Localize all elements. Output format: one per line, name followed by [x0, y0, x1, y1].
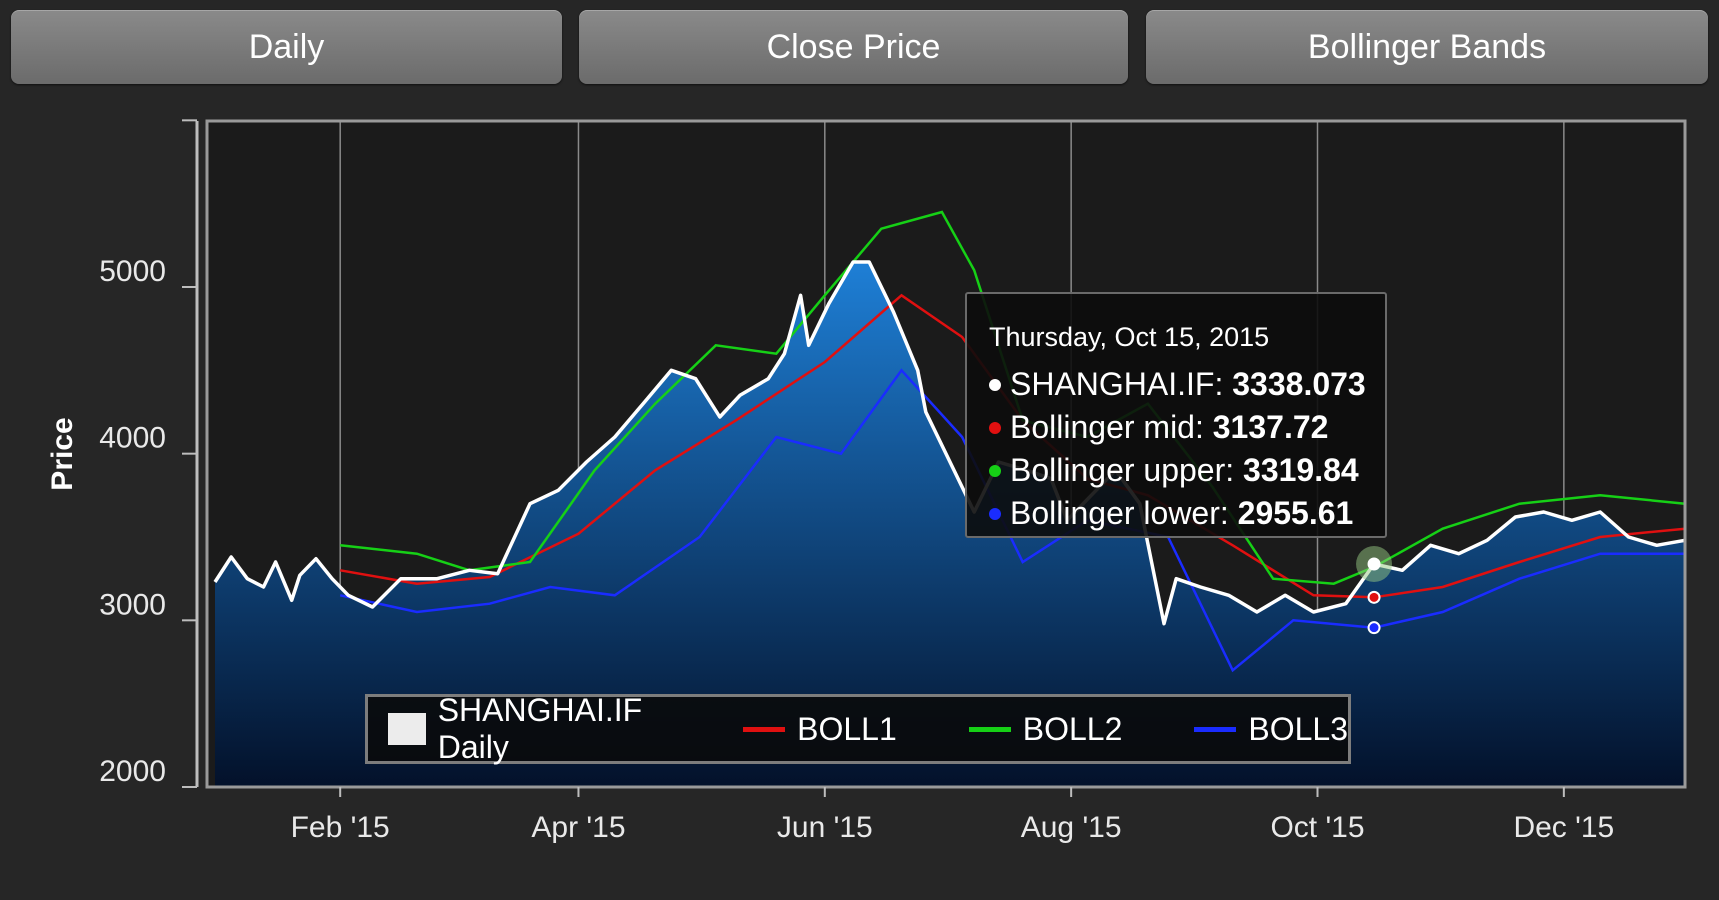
area-swatch-icon: [388, 713, 426, 745]
series-dot-icon: [989, 421, 1001, 434]
series-dot-icon: [989, 378, 1001, 391]
price-line: [213, 260, 1686, 626]
hover-marker: [1367, 557, 1381, 571]
legend-item-shanghai-daily[interactable]: SHANGHAI.IF Daily: [368, 692, 693, 766]
tooltip-label: Bollinger lower:: [1010, 495, 1238, 531]
x-tick-label: Dec '15: [1513, 811, 1614, 844]
blue-line-icon: [1194, 726, 1237, 732]
interval-label: Daily: [248, 27, 325, 66]
tooltip-row: Bollinger lower: 2955.61: [989, 492, 1385, 535]
y-tick-label: 3000: [99, 588, 166, 621]
chart-legend: SHANGHAI.IF Daily BOLL1 BOLL2 BOLL3: [365, 692, 1351, 766]
interval-selector-button[interactable]: Daily: [11, 10, 562, 84]
x-tick-label: Aug '15: [1021, 811, 1122, 844]
indicator-label: Bollinger Bands: [1307, 27, 1547, 66]
tooltip-row: Bollinger upper: 3319.84: [989, 449, 1385, 492]
indicator-selector-button[interactable]: Bollinger Bands: [1146, 10, 1708, 84]
tooltip-label: SHANGHAI.IF:: [1010, 366, 1233, 402]
x-tick-label: Oct '15: [1270, 811, 1364, 844]
series-dot-icon: [989, 507, 1001, 520]
y-tick-label: 5000: [99, 255, 166, 288]
hover-marker: [1367, 590, 1381, 604]
legend-label: BOLL3: [1248, 710, 1348, 747]
tooltip-label: Bollinger mid:: [1010, 409, 1213, 445]
tooltip-value: 3338.073: [1232, 366, 1366, 402]
legend-item-boll1[interactable]: BOLL1: [743, 711, 897, 748]
series-dot-icon: [989, 464, 1001, 477]
legend-item-boll3[interactable]: BOLL3: [1194, 711, 1348, 748]
bollinger-upper-line: [340, 210, 1686, 585]
hover-marker: [1367, 621, 1381, 635]
highlight-markers: [1356, 546, 1393, 635]
plot-frame: [205, 119, 1687, 789]
y-axis-label: Price: [46, 417, 79, 490]
tooltip-value: 3137.72: [1212, 409, 1329, 445]
price-type-label: Close Price: [766, 27, 941, 66]
red-line-icon: [743, 726, 786, 732]
price-type-selector-button[interactable]: Close Price: [579, 10, 1128, 84]
x-tick-label: Jun '15: [777, 811, 873, 844]
tooltip-row: SHANGHAI.IF: 3338.073: [989, 363, 1385, 406]
x-tick-label: Apr '15: [531, 811, 625, 844]
green-line-icon: [968, 726, 1011, 732]
tooltip-date: Thursday, Oct 15, 2015: [989, 322, 1270, 352]
price-area-fill: [215, 262, 1685, 787]
tooltip-label: Bollinger upper:: [1010, 452, 1244, 488]
tooltip-value: 2955.61: [1237, 495, 1354, 531]
x-tick-label: Feb '15: [291, 811, 390, 844]
y-tick-label: 2000: [99, 755, 166, 788]
tooltip-row: Bollinger mid: 3137.72: [989, 406, 1385, 449]
legend-label: SHANGHAI.IF Daily: [437, 692, 643, 765]
axes: Feb '15 Apr '15 Jun '15 Aug '15 Oct '15 Dec '…: [99, 119, 1614, 844]
data-tooltip: Thursday, Oct 15, 2015 SHANGHAI.IF: 3338…: [965, 292, 1387, 538]
legend-label: BOLL2: [1022, 710, 1123, 747]
y-tick-label: 4000: [99, 422, 166, 455]
legend-item-boll2[interactable]: BOLL2: [968, 710, 1123, 748]
tooltip-value: 3319.84: [1243, 452, 1359, 488]
legend-label: BOLL1: [797, 710, 897, 747]
